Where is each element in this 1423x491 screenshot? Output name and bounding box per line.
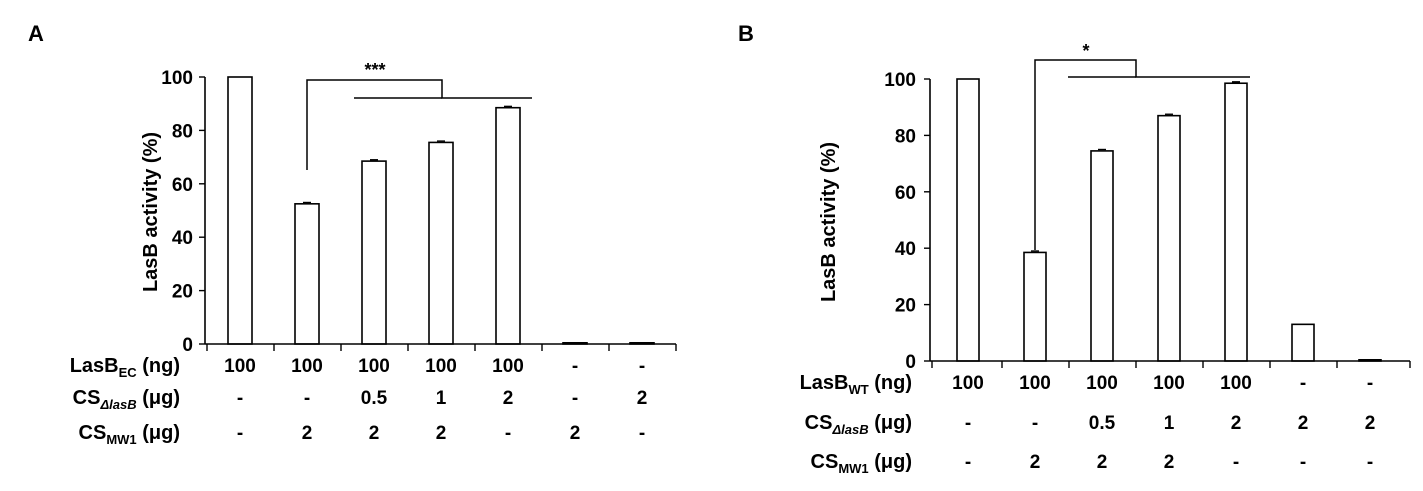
panel-b-row-1-cell-2: 100 bbox=[1019, 373, 1051, 394]
panel-a-row-3-cell-3: 2 bbox=[369, 423, 380, 444]
panel-a-axes bbox=[204, 77, 677, 351]
panel-a-row-1-cell-7: - bbox=[639, 356, 645, 377]
panel-b-row-3-cell-1: - bbox=[965, 452, 971, 473]
panel-b-row-2-cell-6: 2 bbox=[1298, 413, 1309, 434]
panel-b-y-axis-label: LasB activity (%) bbox=[818, 142, 840, 302]
panel-a-condition-table: LasBEC (ng) 100 100 100 100 100 - - CSΔlasB (μg)… bbox=[70, 355, 648, 447]
panel-b-row-3-cell-2: 2 bbox=[1030, 452, 1041, 473]
panel-b-row-2-cell-4: 1 bbox=[1164, 413, 1175, 434]
panel-a-row-1-cell-4: 100 bbox=[425, 356, 457, 377]
panel-a-bar-1 bbox=[227, 76, 253, 345]
panel-b-y-ticks: 0 20 40 60 80 100 bbox=[884, 70, 930, 373]
panel-b-bar-5 bbox=[1224, 82, 1248, 362]
panel-a-row-2-cell-5: 2 bbox=[503, 388, 514, 409]
panel-b-condition-table: LasBWT (ng) 100 100 100 100 100 - - CSΔlasB (μg)… bbox=[800, 372, 1376, 476]
panel-b-row-3-cell-4: 2 bbox=[1164, 452, 1175, 473]
panel-a-row-3-cell-5: - bbox=[505, 423, 511, 444]
panel-a-bar-3 bbox=[361, 160, 387, 345]
panel-b-row-label-1: LasBWT (ng) bbox=[800, 372, 912, 397]
panel-a-row-1-cell-5: 100 bbox=[492, 356, 524, 377]
panel-b-y-tick-label-4: 60 bbox=[895, 183, 916, 204]
panel-a-bar-2 bbox=[294, 203, 320, 345]
panel-b-y-tick-label-2: 20 bbox=[895, 296, 916, 317]
panel-b-y-tick-label-1: 0 bbox=[905, 352, 916, 373]
panel-b-row-1-cell-6: - bbox=[1300, 373, 1306, 394]
panel-a-row-2-cell-2: - bbox=[304, 388, 310, 409]
panel-b-bar-6 bbox=[1291, 323, 1315, 362]
panel-b-row-1-cell-5: 100 bbox=[1220, 373, 1252, 394]
panel-a-row-2-cell-1: - bbox=[237, 388, 243, 409]
panel-a-y-tick-label-5: 80 bbox=[172, 121, 193, 142]
panel-b-bars bbox=[956, 78, 1382, 362]
panel-b-row-3-cell-6: - bbox=[1300, 452, 1306, 473]
panel-a-y-tick-label-4: 60 bbox=[172, 175, 193, 196]
panel-a-row-3-cell-6: 2 bbox=[570, 423, 581, 444]
panel-b-bar-3 bbox=[1090, 150, 1114, 362]
panel-b-bar-1 bbox=[956, 78, 980, 362]
panel-a-row-label-2: CSΔlasB (μg) bbox=[73, 387, 180, 412]
panel-a-letter: A bbox=[28, 21, 44, 46]
panel-b-row-1-cell-1: 100 bbox=[952, 373, 984, 394]
panel-a-row-1-cell-1: 100 bbox=[224, 356, 256, 377]
panel-b-letter: B bbox=[738, 21, 754, 46]
panel-b-row-3-cell-7: - bbox=[1367, 452, 1373, 473]
panel-a-y-tick-label-3: 40 bbox=[172, 228, 193, 249]
panel-b-significance: * bbox=[1034, 41, 1250, 250]
panel-a-bar-4 bbox=[428, 141, 454, 345]
panel-a-row-label-1: LasBEC (ng) bbox=[70, 355, 180, 380]
panel-a-row-3-cell-1: - bbox=[237, 423, 243, 444]
panel-b-row-2-cell-2: - bbox=[1032, 413, 1038, 434]
panel-a-row-2-cell-3: 0.5 bbox=[361, 388, 388, 409]
panel-a-row-1-cell-2: 100 bbox=[291, 356, 323, 377]
panel-a-y-tick-label-6: 100 bbox=[161, 68, 193, 89]
panel-b-significance-label: * bbox=[1082, 41, 1089, 61]
panel-b-row-label-2: CSΔlasB (μg) bbox=[805, 412, 912, 437]
panel-b-row-3-cell-5: - bbox=[1233, 452, 1239, 473]
panel-a-y-axis-label: LasB activity (%) bbox=[140, 132, 162, 292]
panel-b-row-2-cell-5: 2 bbox=[1231, 413, 1242, 434]
panel-a-y-tick-label-1: 0 bbox=[182, 335, 193, 356]
panel-b-row-2-cell-7: 2 bbox=[1365, 413, 1376, 434]
panel-a-bar-5 bbox=[495, 106, 521, 345]
panel-b-row-3-cell-3: 2 bbox=[1097, 452, 1108, 473]
panel-a: A 0 20 40 60 80 100 *** LasB activity (%) Las… bbox=[28, 21, 677, 447]
panel-a-row-2-cell-4: 1 bbox=[436, 388, 447, 409]
panel-b-axes bbox=[929, 79, 1411, 368]
panel-b-row-label-3: CSMW1 (μg) bbox=[811, 451, 912, 476]
panel-b-row-1-cell-3: 100 bbox=[1086, 373, 1118, 394]
panel-a-bars bbox=[227, 76, 655, 345]
panel-a-row-3-cell-7: - bbox=[639, 423, 645, 444]
panel-b: B 0 20 40 60 80 100 * LasB activity (%) LasBW… bbox=[738, 21, 1411, 476]
panel-b-y-tick-label-5: 80 bbox=[895, 126, 916, 147]
panel-a-y-tick-label-2: 20 bbox=[172, 282, 193, 303]
panel-a-row-3-cell-4: 2 bbox=[436, 423, 447, 444]
panel-b-row-1-cell-7: - bbox=[1367, 373, 1373, 394]
panel-a-significance: *** bbox=[306, 60, 532, 170]
panel-a-row-label-3: CSMW1 (μg) bbox=[79, 422, 180, 447]
panel-a-row-1-cell-6: - bbox=[572, 356, 578, 377]
panel-a-row-3-cell-2: 2 bbox=[302, 423, 313, 444]
panel-a-row-2-cell-6: - bbox=[572, 388, 578, 409]
panel-b-row-1-cell-4: 100 bbox=[1153, 373, 1185, 394]
panel-a-significance-bracket-1 bbox=[306, 79, 532, 170]
panel-b-y-tick-label-3: 40 bbox=[895, 239, 916, 260]
panel-a-row-2-cell-7: 2 bbox=[637, 388, 648, 409]
panel-b-significance-bracket-1 bbox=[1034, 59, 1250, 250]
panel-b-bar-4 bbox=[1157, 114, 1181, 362]
panel-b-row-2-cell-3: 0.5 bbox=[1089, 413, 1116, 434]
panel-a-row-1-cell-3: 100 bbox=[358, 356, 390, 377]
panel-b-row-2-cell-1: - bbox=[965, 413, 971, 434]
panel-b-y-tick-label-6: 100 bbox=[884, 70, 916, 91]
panel-a-significance-label: *** bbox=[364, 60, 385, 80]
panel-b-bar-2 bbox=[1023, 251, 1047, 362]
panel-a-y-ticks: 0 20 40 60 80 100 bbox=[161, 68, 205, 356]
